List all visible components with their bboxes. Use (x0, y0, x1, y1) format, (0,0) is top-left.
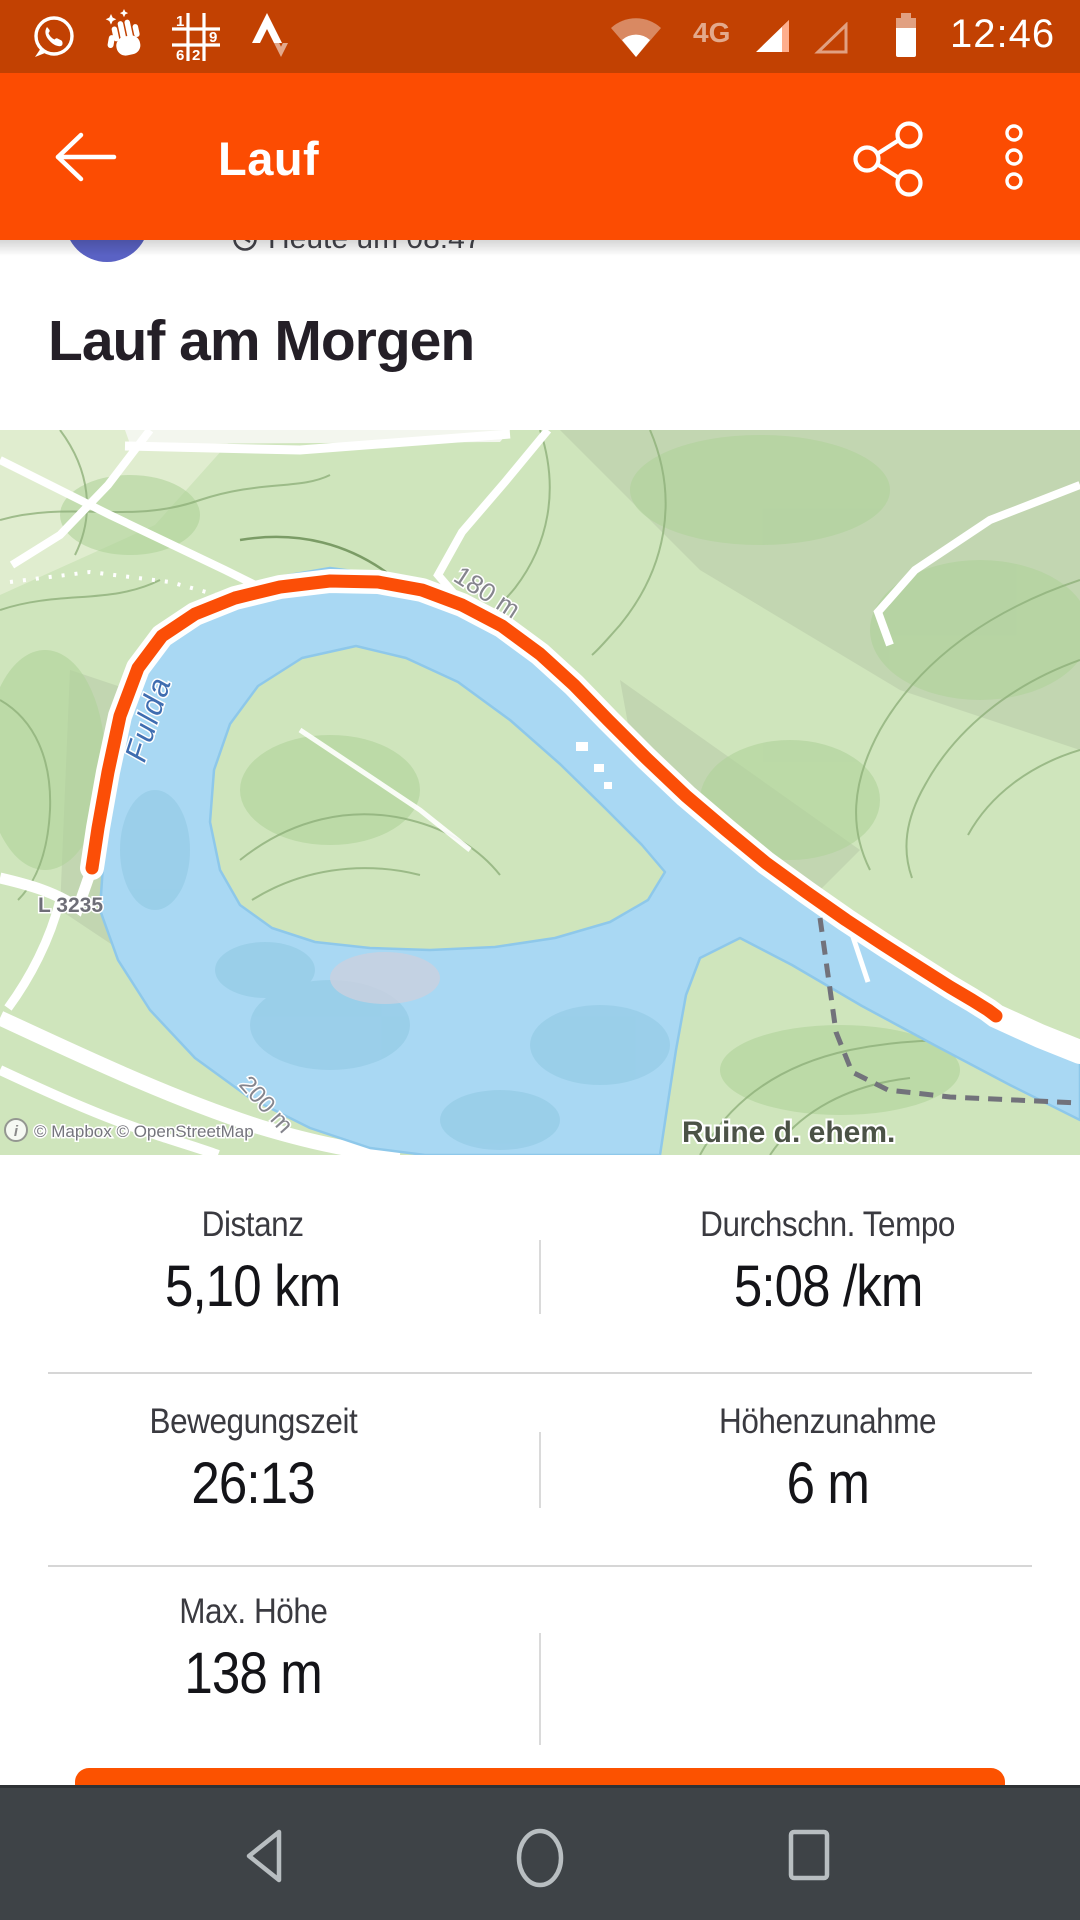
activity-title: Lauf am Morgen (48, 309, 475, 373)
buildings (576, 742, 612, 789)
stat-label: Höhenzunahme (719, 1402, 937, 1441)
status-bar: 1 9 6 2 4G 12:46 (0, 0, 1080, 73)
battery-icon (896, 13, 916, 57)
stat-elevation-gain: Höhenzunahme 6 m (575, 1402, 1080, 1516)
activity-timestamp: Heute um 08:47 (268, 240, 481, 256)
analysis-button[interactable] (75, 1768, 1005, 1788)
app-bar-shadow (0, 240, 1080, 256)
stats-divider-vertical-2 (539, 1432, 541, 1508)
stat-value: 5,10 km (165, 1254, 341, 1319)
network-type-label: 4G (693, 17, 731, 48)
wifi-icon (611, 18, 661, 58)
map-label-road: L 3235 (38, 894, 103, 917)
stat-max-elevation: Max. Höhe 138 m (0, 1592, 506, 1706)
signal-empty-icon (814, 22, 848, 54)
map-label-poi: Ruine d. ehem. (682, 1116, 895, 1149)
route-map[interactable]: 180 m Fulda L 3235 200 m Ruine d. ehem. … (0, 427, 1080, 1163)
strava-icon (252, 13, 288, 57)
stat-moving-time: Bewegungszeit 26:13 (0, 1402, 506, 1516)
map-attribution[interactable]: i © Mapbox © OpenStreetMap (4, 1118, 255, 1143)
nav-home-button[interactable] (512, 1825, 568, 1891)
contour-lines (0, 429, 1080, 1156)
stats-divider-2 (48, 1565, 1032, 1567)
stats-divider-1 (48, 1372, 1032, 1374)
nav-back-button[interactable] (239, 1825, 295, 1887)
app-bar-title: Lauf (218, 132, 320, 185)
clock-icon (232, 240, 258, 257)
back-arrow-icon[interactable] (50, 128, 120, 186)
stats-divider-vertical-3 (539, 1633, 541, 1745)
app-bar: Lauf (0, 73, 1080, 240)
info-icon: i (14, 1123, 19, 1140)
svg-text:6: 6 (176, 47, 184, 63)
stat-label: Max. Höhe (178, 1592, 328, 1631)
android-nav-bar (0, 1785, 1080, 1920)
overflow-menu-icon[interactable] (998, 123, 1030, 193)
stat-label: Durchschn. Tempo (700, 1205, 956, 1244)
stat-label: Bewegungszeit (149, 1402, 357, 1441)
stat-value: 138 m (184, 1641, 322, 1706)
stat-distance: Distanz 5,10 km (0, 1205, 506, 1319)
svg-text:1: 1 (176, 13, 184, 30)
stat-value: 6 m (786, 1451, 870, 1516)
svg-text:9: 9 (209, 29, 217, 46)
svg-text:2: 2 (192, 47, 200, 63)
hand-wave-icon (105, 9, 141, 56)
clock-time: 12:46 (950, 12, 1056, 56)
stat-empty (575, 1592, 1080, 1706)
sudoku-icon: 1 9 6 2 (172, 13, 220, 63)
map-canvas: 180 m Fulda L 3235 200 m Ruine d. ehem. … (0, 427, 1080, 1163)
signal-icon (756, 20, 789, 52)
route-path (85, 574, 1003, 1023)
nav-recents-button[interactable] (785, 1825, 833, 1885)
stats-divider-vertical-1 (539, 1240, 541, 1314)
attribution-text: © Mapbox © OpenStreetMap (34, 1122, 254, 1141)
activity-header-row: Heute um 08:47 (0, 240, 1080, 264)
share-icon[interactable] (842, 113, 934, 205)
stat-label: Distanz (202, 1205, 304, 1244)
stat-value: 5:08 /km (733, 1254, 924, 1319)
water-shading (120, 790, 670, 1150)
stat-avg-pace: Durchschn. Tempo 5:08 /km (575, 1205, 1080, 1319)
whatsapp-icon (34, 16, 74, 57)
stat-value: 26:13 (191, 1451, 315, 1516)
